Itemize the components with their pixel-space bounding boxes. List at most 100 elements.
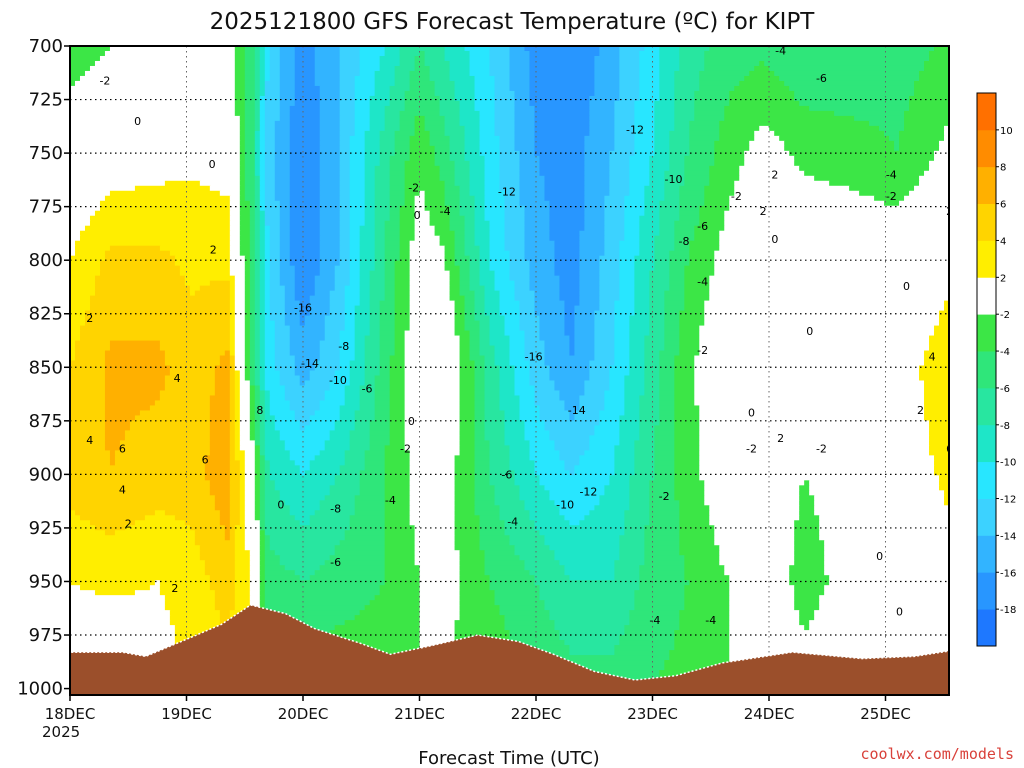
- field-cell: [724, 220, 949, 227]
- field-cell: [424, 195, 446, 202]
- field-cell: [459, 395, 476, 402]
- field-cell: [429, 70, 451, 77]
- field-cell: [234, 410, 241, 417]
- field-cell: [244, 465, 256, 471]
- field-cell: [524, 235, 551, 242]
- field-cell: [824, 565, 949, 571]
- field-cell: [654, 465, 675, 471]
- field-cell: [264, 515, 296, 521]
- field-cell: [929, 425, 949, 432]
- field-cell: [684, 555, 720, 561]
- field-cell: [274, 195, 291, 202]
- field-cell: [279, 105, 291, 112]
- field-cell: [264, 255, 271, 262]
- field-cell: [394, 290, 411, 297]
- field-cell: [369, 120, 386, 127]
- field-cell: [944, 130, 949, 137]
- field-cell: [684, 290, 710, 297]
- field-cell: [799, 505, 815, 511]
- field-cell: [589, 365, 610, 372]
- field-cell: [934, 330, 949, 337]
- field-cell: [529, 375, 551, 382]
- field-cell: [649, 290, 665, 297]
- field-cell: [254, 465, 261, 471]
- field-cell: [104, 530, 116, 536]
- field-cell: [254, 515, 261, 521]
- field-cell: [474, 365, 486, 372]
- field-cell: [359, 390, 376, 397]
- field-cell: [474, 385, 486, 392]
- field-cell: [709, 505, 800, 511]
- field-cell: [254, 480, 261, 486]
- field-cell: [364, 370, 381, 377]
- field-cell: [809, 620, 949, 626]
- field-cell: [364, 175, 376, 182]
- field-cell: [539, 160, 586, 167]
- field-cell: [264, 405, 271, 412]
- field-cell: [219, 610, 231, 616]
- field-cell: [524, 210, 551, 217]
- contour-label: 2: [210, 243, 217, 256]
- field-cell: [644, 345, 665, 352]
- field-cell: [614, 120, 635, 127]
- field-cell: [459, 430, 476, 436]
- field-cell: [619, 60, 640, 67]
- field-cell: [469, 185, 486, 192]
- field-cell: [639, 245, 655, 252]
- field-cell: [269, 405, 291, 412]
- field-cell: [679, 195, 705, 202]
- field-cell: [514, 95, 531, 102]
- field-cell: [629, 160, 650, 167]
- field-cell: [669, 165, 685, 172]
- field-cell: [349, 265, 361, 272]
- field-cell: [414, 55, 426, 62]
- field-cell: [239, 170, 246, 177]
- field-cell: [254, 270, 261, 277]
- field-cell: [529, 55, 596, 62]
- field-cell: [554, 380, 586, 387]
- field-cell: [354, 505, 386, 511]
- credit-text[interactable]: coolwx.com/models: [860, 745, 1014, 763]
- field-cell: [564, 515, 586, 521]
- field-cell: [714, 540, 795, 546]
- field-cell: [70, 510, 76, 516]
- field-cell: [174, 515, 221, 521]
- field-cell: [259, 225, 266, 232]
- field-cell: [554, 625, 625, 631]
- field-cell: [234, 360, 246, 367]
- field-cell: [364, 450, 386, 456]
- field-cell: [289, 165, 321, 172]
- field-cell: [824, 560, 949, 566]
- field-cell: [354, 95, 371, 102]
- field-cell: [639, 220, 660, 227]
- field-cell: [229, 320, 236, 327]
- field-cell: [259, 300, 266, 307]
- colorbar-swatch: [977, 498, 996, 536]
- field-cell: [104, 380, 166, 387]
- field-cell: [429, 75, 451, 82]
- field-cell: [679, 620, 730, 626]
- field-cell: [104, 445, 121, 451]
- field-cell: [559, 505, 595, 511]
- field-cell: [279, 70, 296, 77]
- field-cell: [70, 605, 166, 611]
- field-cell: [594, 75, 620, 82]
- field-cell: [549, 435, 590, 441]
- field-cell: [364, 145, 381, 152]
- field-cell: [689, 240, 720, 247]
- field-cell: [674, 85, 700, 92]
- field-cell: [689, 135, 720, 142]
- field-cell: [114, 455, 206, 461]
- field-cell: [669, 280, 685, 287]
- colorbar-label: 2: [1000, 273, 1006, 284]
- field-cell: [389, 435, 406, 441]
- field-cell: [499, 295, 516, 302]
- field-cell: [504, 625, 556, 631]
- field-cell: [664, 340, 680, 347]
- field-cell: [514, 280, 531, 287]
- field-cell: [239, 470, 246, 476]
- field-cell: [104, 415, 136, 422]
- field-cell: [564, 300, 581, 307]
- field-cell: [679, 540, 715, 546]
- field-cell: [434, 80, 456, 87]
